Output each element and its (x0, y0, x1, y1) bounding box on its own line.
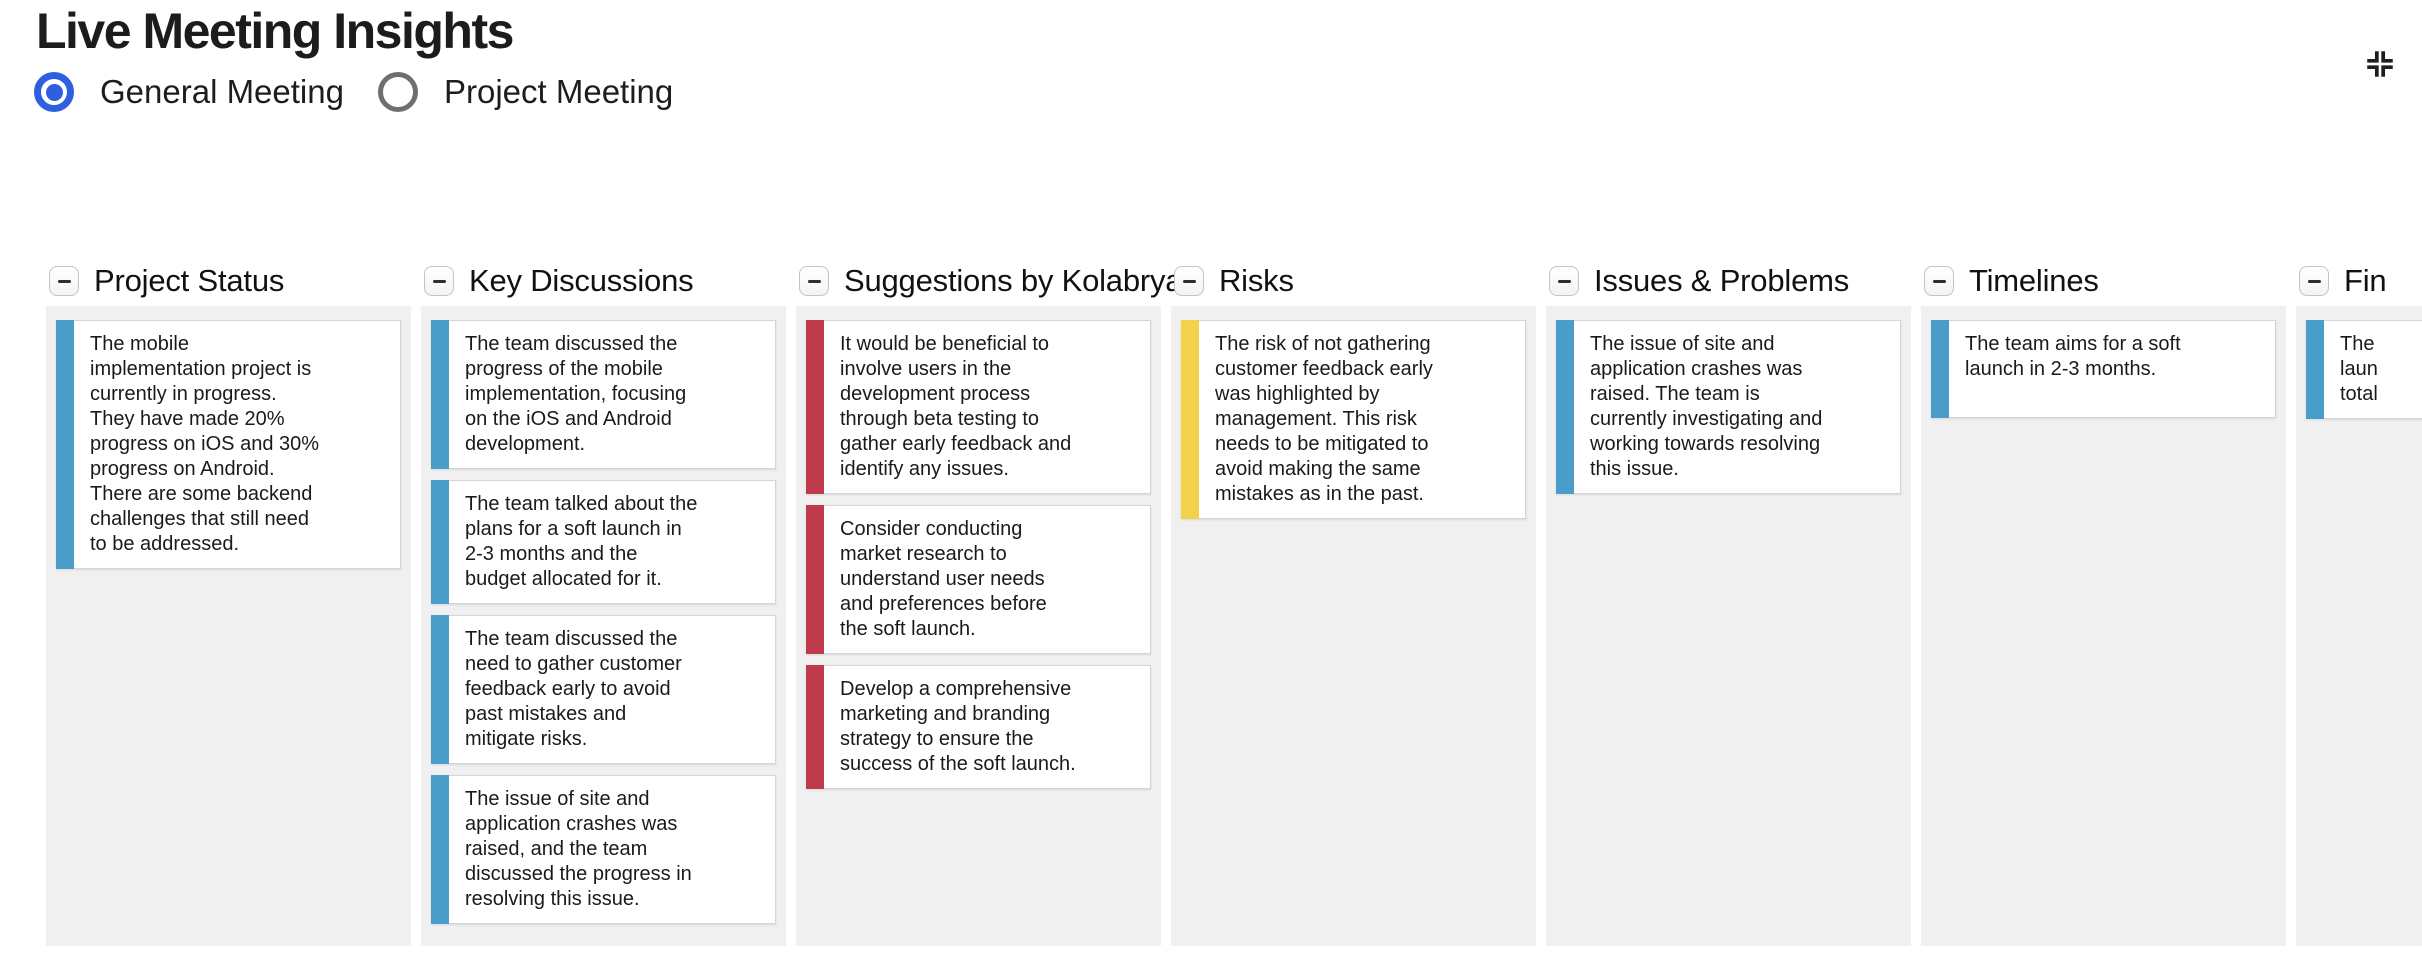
column-body: The laun total (2296, 306, 2422, 946)
insight-card[interactable]: The issue of site and application crashe… (1556, 320, 1901, 494)
column-finances-clipped: Fin The laun total (2296, 256, 2422, 946)
card-text: The team aims for a soft launch in 2-3 m… (1949, 320, 2276, 418)
column-risks: Risks The risk of not gathering customer… (1171, 256, 1536, 946)
page-title: Live Meeting Insights (36, 3, 514, 59)
insight-card[interactable]: The team discussed the progress of the m… (431, 320, 776, 469)
insights-board: Project Status The mobile implementation… (46, 256, 2422, 946)
card-text: It would be beneficial to involve users … (824, 320, 1151, 494)
collapse-column-button[interactable] (1174, 266, 1204, 296)
column-title: Timelines (1969, 263, 2099, 298)
card-accent-bar (1931, 320, 1949, 418)
column-header: Key Discussions (421, 256, 786, 306)
radio-label: Project Meeting (443, 73, 674, 110)
column-title: Issues & Problems (1594, 263, 1850, 298)
collapse-column-button[interactable] (799, 266, 829, 296)
column-project-status: Project Status The mobile implementation… (46, 256, 411, 946)
column-issues-problems: Issues & Problems The issue of site and … (1546, 256, 1911, 946)
column-title: Fin (2344, 263, 2387, 298)
card-accent-bar (1556, 320, 1574, 494)
column-body: The risk of not gathering customer feedb… (1171, 306, 1536, 946)
minus-icon (2307, 279, 2321, 283)
card-text: The issue of site and application crashe… (1574, 320, 1901, 494)
insight-card[interactable]: The mobile implementation project is cur… (56, 320, 401, 569)
card-accent-bar (56, 320, 74, 569)
column-header: Project Status (46, 256, 411, 306)
column-body: The issue of site and application crashe… (1546, 306, 1911, 946)
minus-icon (57, 279, 71, 283)
card-text: The team discussed the progress of the m… (449, 320, 776, 469)
compress-icon (2367, 51, 2393, 77)
card-accent-bar (431, 775, 449, 924)
radio-label: General Meeting (100, 73, 344, 110)
radio-option-project-meeting[interactable]: Project Meeting (377, 72, 674, 112)
card-text: The issue of site and application crashe… (449, 775, 776, 924)
card-accent-bar (431, 615, 449, 764)
card-accent-bar (431, 320, 449, 469)
meeting-type-radio-group: General Meeting Project Meeting (34, 72, 673, 112)
insight-card[interactable]: The team talked about the plans for a so… (431, 480, 776, 604)
minus-icon (432, 279, 446, 283)
collapse-column-button[interactable] (1549, 266, 1579, 296)
collapse-column-button[interactable] (49, 266, 79, 296)
card-accent-bar (1181, 320, 1199, 519)
column-header: Risks (1171, 256, 1536, 306)
insight-card[interactable]: The issue of site and application crashe… (431, 775, 776, 924)
card-text: The mobile implementation project is cur… (74, 320, 401, 569)
card-accent-bar (431, 480, 449, 604)
card-accent-bar (806, 665, 824, 789)
collapse-column-button[interactable] (1924, 266, 1954, 296)
card-text: The team discussed the need to gather cu… (449, 615, 776, 764)
column-body: The mobile implementation project is cur… (46, 306, 411, 946)
column-header: Suggestions by Kolabrya (796, 256, 1183, 306)
minus-icon (1932, 279, 1946, 283)
insight-card[interactable]: It would be beneficial to involve users … (806, 320, 1151, 494)
card-text: Develop a comprehensive marketing and br… (824, 665, 1151, 789)
insight-card[interactable]: Develop a comprehensive marketing and br… (806, 665, 1151, 789)
column-timelines: Timelines The team aims for a soft launc… (1921, 256, 2286, 946)
card-text: Consider conducting market research to u… (824, 505, 1151, 654)
column-title: Suggestions by Kolabrya (844, 263, 1183, 298)
column-body: The team discussed the progress of the m… (421, 306, 786, 946)
card-text: The team talked about the plans for a so… (449, 480, 776, 604)
column-header: Timelines (1921, 256, 2286, 306)
collapse-column-button[interactable] (2299, 266, 2329, 296)
collapse-view-button[interactable] (2360, 44, 2400, 84)
card-accent-bar (806, 505, 824, 654)
card-accent-bar (2306, 320, 2324, 419)
insight-card[interactable]: Consider conducting market research to u… (806, 505, 1151, 654)
radio-option-general-meeting[interactable]: General Meeting (34, 72, 344, 112)
column-key-discussions: Key Discussions The team discussed the p… (421, 256, 786, 946)
minus-icon (807, 279, 821, 283)
card-accent-bar (806, 320, 824, 494)
column-body: It would be beneficial to involve users … (796, 306, 1161, 946)
column-title: Risks (1219, 263, 1294, 298)
column-header: Issues & Problems (1546, 256, 1911, 306)
minus-icon (1182, 279, 1196, 283)
minus-icon (1557, 279, 1571, 283)
card-text: The laun total (2324, 320, 2422, 419)
insight-card[interactable]: The risk of not gathering customer feedb… (1181, 320, 1526, 519)
card-text: The risk of not gathering customer feedb… (1199, 320, 1526, 519)
column-title: Key Discussions (469, 263, 694, 298)
collapse-column-button[interactable] (424, 266, 454, 296)
radio-selected-icon[interactable] (34, 72, 74, 112)
column-body: The team aims for a soft launch in 2-3 m… (1921, 306, 2286, 946)
insight-card[interactable]: The team discussed the need to gather cu… (431, 615, 776, 764)
radio-unselected-icon[interactable] (377, 72, 418, 112)
insight-card[interactable]: The laun total (2306, 320, 2422, 419)
column-suggestions: Suggestions by Kolabrya It would be bene… (796, 256, 1183, 946)
insight-card[interactable]: The team aims for a soft launch in 2-3 m… (1931, 320, 2276, 418)
column-title: Project Status (94, 263, 285, 298)
column-header: Fin (2296, 256, 2422, 306)
